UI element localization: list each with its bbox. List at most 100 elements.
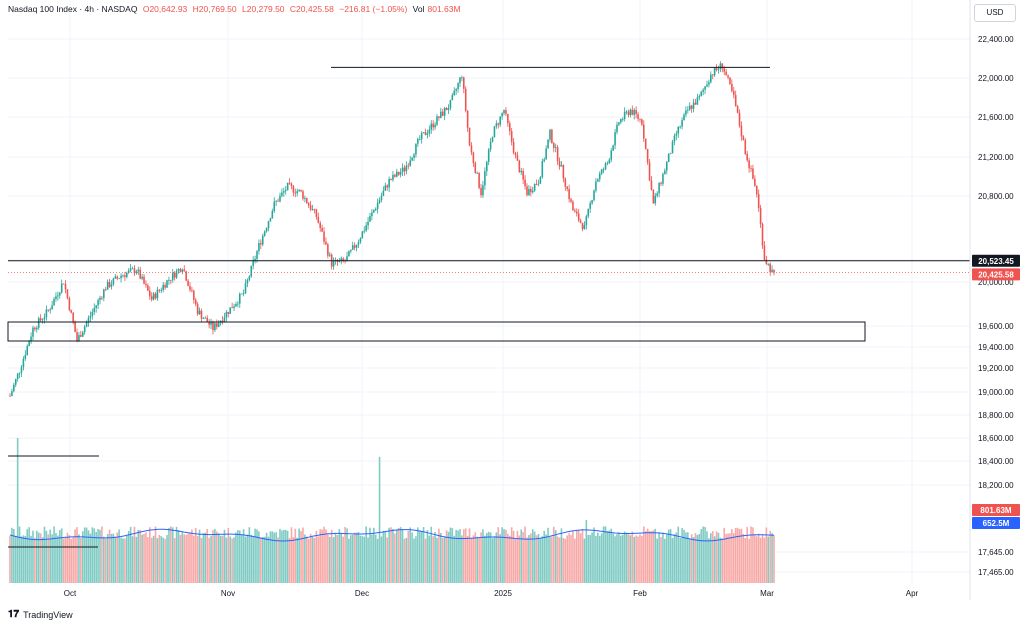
volume-bar (443, 536, 446, 583)
volume-bar (97, 529, 99, 583)
volume-bar (491, 538, 494, 583)
y-tick-label: 21,600.00 (978, 113, 1014, 122)
volume-bar (191, 529, 193, 583)
candle-body (14, 379, 17, 385)
volume-bar (687, 532, 689, 583)
volume-bar (367, 537, 369, 583)
volume-bar (620, 535, 622, 583)
candle (152, 291, 155, 301)
candle-body (635, 110, 637, 115)
y-tick-label: 17,645.00 (978, 548, 1014, 557)
volume-bar (292, 537, 295, 583)
candle (757, 189, 760, 212)
volume-bar (706, 531, 708, 583)
volume-bar (531, 529, 534, 583)
volume-bar (223, 529, 226, 583)
currency-button[interactable]: USD (974, 4, 1016, 22)
candle-body (587, 208, 590, 217)
candle-body (484, 171, 486, 186)
candle (587, 208, 590, 219)
candle-body (183, 269, 186, 272)
volume-bar (765, 527, 768, 583)
volume-bar (72, 537, 74, 583)
candle (189, 282, 191, 293)
candle-body (485, 161, 488, 172)
candle (110, 280, 113, 290)
candle-body (143, 276, 145, 284)
volume-bar (376, 538, 379, 583)
volume-bar (321, 529, 323, 583)
tradingview-logo[interactable]: 𝟏𝟕 TradingView (8, 609, 73, 620)
candle-body (595, 181, 597, 191)
volume-bar (451, 528, 454, 583)
volume-bar (131, 536, 134, 583)
candle (369, 212, 371, 222)
candle-body (575, 211, 578, 214)
volume-bar (399, 527, 402, 583)
volume-value: 801.63M (427, 4, 461, 14)
volume-bar (417, 527, 419, 583)
candle-body (757, 194, 760, 208)
y-tick-label: 19,400.00 (978, 343, 1014, 352)
candle-body (231, 307, 233, 309)
candle-body (279, 195, 281, 202)
candle-body (365, 225, 367, 231)
volume-bar (719, 537, 722, 583)
candle (30, 332, 32, 344)
volume-bar (761, 534, 764, 583)
candle (438, 116, 440, 121)
candle-body (359, 238, 362, 243)
candle (143, 274, 145, 285)
candle (748, 157, 750, 173)
candle (510, 128, 513, 146)
candle (342, 257, 344, 263)
candle (78, 332, 80, 343)
candle-body (103, 289, 105, 298)
candle (585, 214, 588, 230)
candle-body (325, 241, 327, 245)
candle-body (687, 109, 689, 111)
candle-body (539, 177, 542, 184)
candle (95, 305, 97, 313)
candle (374, 207, 377, 212)
candle-body (656, 193, 658, 196)
candle (179, 267, 182, 273)
candle (459, 76, 461, 87)
candle (505, 107, 507, 117)
volume-bar (304, 534, 306, 583)
candle (424, 128, 427, 136)
volume-bar (317, 536, 320, 583)
volume-bar (384, 531, 387, 583)
candle (618, 121, 620, 126)
volume-bar (68, 535, 71, 583)
candle-body (47, 309, 50, 311)
y-tick-label: 18,600.00 (978, 434, 1014, 443)
volume-bar (173, 538, 176, 583)
candle (463, 76, 465, 94)
candle (49, 307, 52, 314)
candle-body (761, 223, 764, 246)
volume-bar (493, 536, 496, 583)
candle-body (409, 160, 411, 166)
candle (635, 106, 637, 119)
volume-bar (340, 533, 343, 583)
candle-body (543, 159, 546, 162)
volume-bar (20, 536, 23, 583)
candle (279, 192, 281, 203)
candle (474, 161, 477, 174)
volume-bar (359, 535, 362, 583)
volume-bar (570, 535, 572, 583)
candle-body (62, 283, 65, 285)
volume-bar (418, 531, 421, 583)
candle (660, 181, 662, 187)
volume-bar (208, 537, 210, 583)
symbol-title[interactable]: Nasdaq 100 Index · 4h · NASDAQ (8, 4, 138, 14)
candle (141, 273, 143, 281)
candle-body (598, 173, 601, 180)
candle-body (37, 318, 40, 328)
candle-body (78, 335, 80, 341)
candle-body (361, 231, 364, 239)
volume-bar (482, 529, 484, 583)
